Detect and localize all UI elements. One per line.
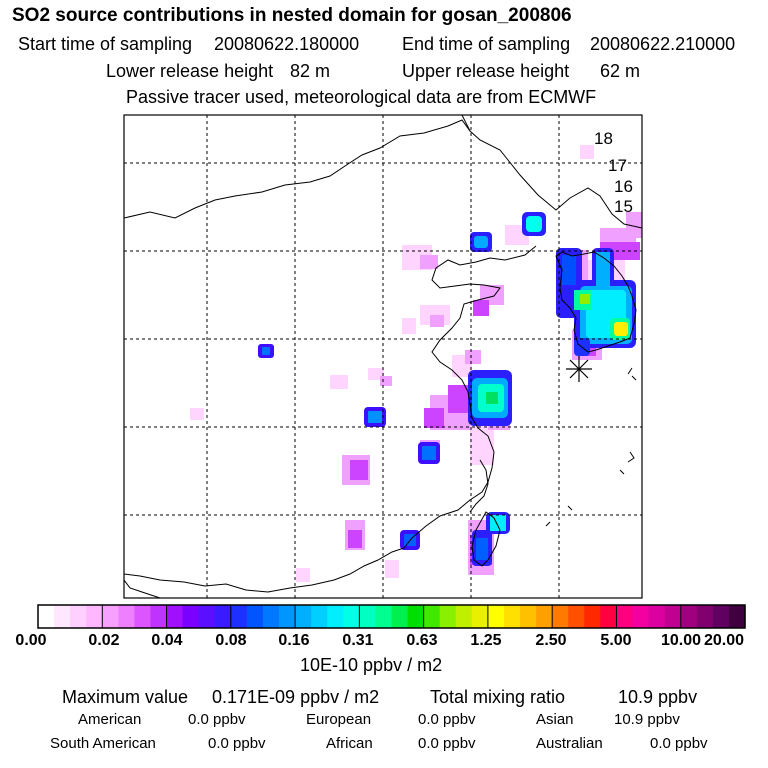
colorbar-swatch: [712, 605, 730, 628]
colorbar-swatch: [503, 605, 521, 628]
page-title: SO2 source contributions in nested domai…: [12, 5, 572, 26]
colorbar-swatch: [423, 605, 441, 628]
colorbar-swatch: [327, 605, 344, 628]
colorbar-swatch: [279, 605, 296, 628]
coastline: [124, 115, 642, 598]
colorbar-swatch: [166, 605, 184, 628]
colorbar-swatch: [230, 605, 248, 628]
region-asian-value: 10.9 ppbv: [614, 711, 680, 728]
region-european-label: European: [306, 711, 372, 728]
colorbar-swatch: [632, 605, 650, 628]
asterisk-icon: [566, 356, 592, 382]
contour-label-16: 16: [614, 177, 633, 196]
region-african-label: African: [326, 735, 373, 752]
region-asian-label: Asian: [536, 711, 574, 728]
colorbar-swatch: [536, 605, 553, 628]
max-value-label: Maximum value: [62, 687, 189, 707]
colorbar: [37, 604, 746, 629]
colorbar-swatch: [600, 605, 618, 628]
colorbar-swatch: [648, 605, 666, 628]
colorbar-swatch: [439, 605, 457, 628]
upper-release-value: 62 m: [600, 61, 641, 81]
colorbar-swatch: [728, 605, 746, 628]
lat-lon-grid: [124, 115, 642, 598]
colorbar-swatch: [487, 605, 505, 628]
lower-release-label: Lower release height: [106, 61, 274, 81]
concentration-field: [190, 145, 642, 582]
colorbar-swatch: [295, 605, 312, 628]
colorbar-swatch: [520, 605, 537, 628]
region-south-american-label: South American: [50, 735, 156, 752]
colorbar-tick-label: 5.00: [600, 632, 632, 649]
upper-release-label: Upper release height: [402, 61, 570, 81]
region-south-american-value: 0.0 ppbv: [208, 735, 266, 752]
colorbar-tick-label: 0.08: [215, 632, 247, 649]
region-american-value: 0.0 ppbv: [188, 711, 246, 728]
start-time-value: 20080622.180000: [214, 34, 360, 54]
map-frame: [123, 114, 643, 599]
colorbar-swatch: [552, 605, 569, 628]
colorbar-tick-label: 2.50: [535, 632, 567, 649]
colorbar-tick-label: 1.25: [470, 632, 502, 649]
colorbar-swatch: [375, 605, 393, 628]
colorbar-swatch: [246, 605, 264, 628]
colorbar-swatch: [680, 605, 698, 628]
colorbar-tick-label: 20.00: [703, 632, 745, 649]
contour-label-18: 18: [594, 129, 613, 148]
lower-release-value: 82 m: [290, 61, 331, 81]
region-european-value: 0.0 ppbv: [418, 711, 476, 728]
colorbar-swatch: [311, 605, 328, 628]
colorbar-swatch: [359, 605, 377, 628]
colorbar-tick-label: 0.16: [278, 632, 310, 649]
colorbar-swatch: [696, 605, 714, 628]
colorbar-swatch: [343, 605, 360, 628]
colorbar-frame: [37, 604, 746, 629]
colorbar-unit: 10E-10 ppbv / m2: [300, 655, 443, 675]
max-value: 0.171E-09 ppbv / m2: [212, 687, 380, 707]
end-time-label: End time of sampling: [402, 34, 571, 54]
colorbar-swatch: [54, 605, 71, 628]
colorbar-swatch: [664, 605, 682, 628]
colorbar-swatch: [391, 605, 409, 628]
start-time-label: Start time of sampling: [18, 34, 193, 54]
region-australian-label: Australian: [536, 735, 603, 752]
colorbar-swatch: [118, 605, 136, 628]
colorbar-swatch: [616, 605, 634, 628]
colorbar-swatch: [584, 605, 601, 628]
end-time-value: 20080622.210000: [590, 34, 736, 54]
colorbar-swatch: [198, 605, 216, 628]
colorbar-tick-label: 10.00: [660, 632, 702, 649]
colorbar-swatch: [150, 605, 168, 628]
colorbar-tick-label: 0.04: [151, 632, 183, 649]
colorbar-tick-label: 0.31: [342, 632, 374, 649]
colorbar-swatch: [471, 605, 489, 628]
colorbar-swatch: [38, 605, 55, 628]
region-australian-value: 0.0 ppbv: [650, 735, 708, 752]
colorbar-swatch: [568, 605, 585, 628]
colorbar-tick-label: 0.02: [88, 632, 120, 649]
contour-label-17: 17: [608, 156, 627, 175]
region-american-label: American: [78, 711, 142, 728]
contour-label-15: 15: [614, 197, 633, 216]
colorbar-swatch: [262, 605, 280, 628]
colorbar-swatch: [407, 605, 425, 628]
colorbar-tick-label: 0.63: [406, 632, 438, 649]
colorbar-swatch: [102, 605, 119, 628]
colorbar-swatch: [455, 605, 473, 628]
colorbar-swatch: [182, 605, 200, 628]
total-mixing-label: Total mixing ratio: [430, 687, 566, 707]
colorbar-swatch: [86, 605, 103, 628]
colorbar-swatch: [134, 605, 152, 628]
colorbar-swatch: [214, 605, 232, 628]
region-african-value: 0.0 ppbv: [418, 735, 476, 752]
colorbar-tick-label: 0.00: [15, 632, 47, 649]
model-note: Passive tracer used, meteorological data…: [126, 87, 597, 107]
total-mixing-value: 10.9 ppbv: [618, 687, 698, 707]
colorbar-swatch: [70, 605, 87, 628]
